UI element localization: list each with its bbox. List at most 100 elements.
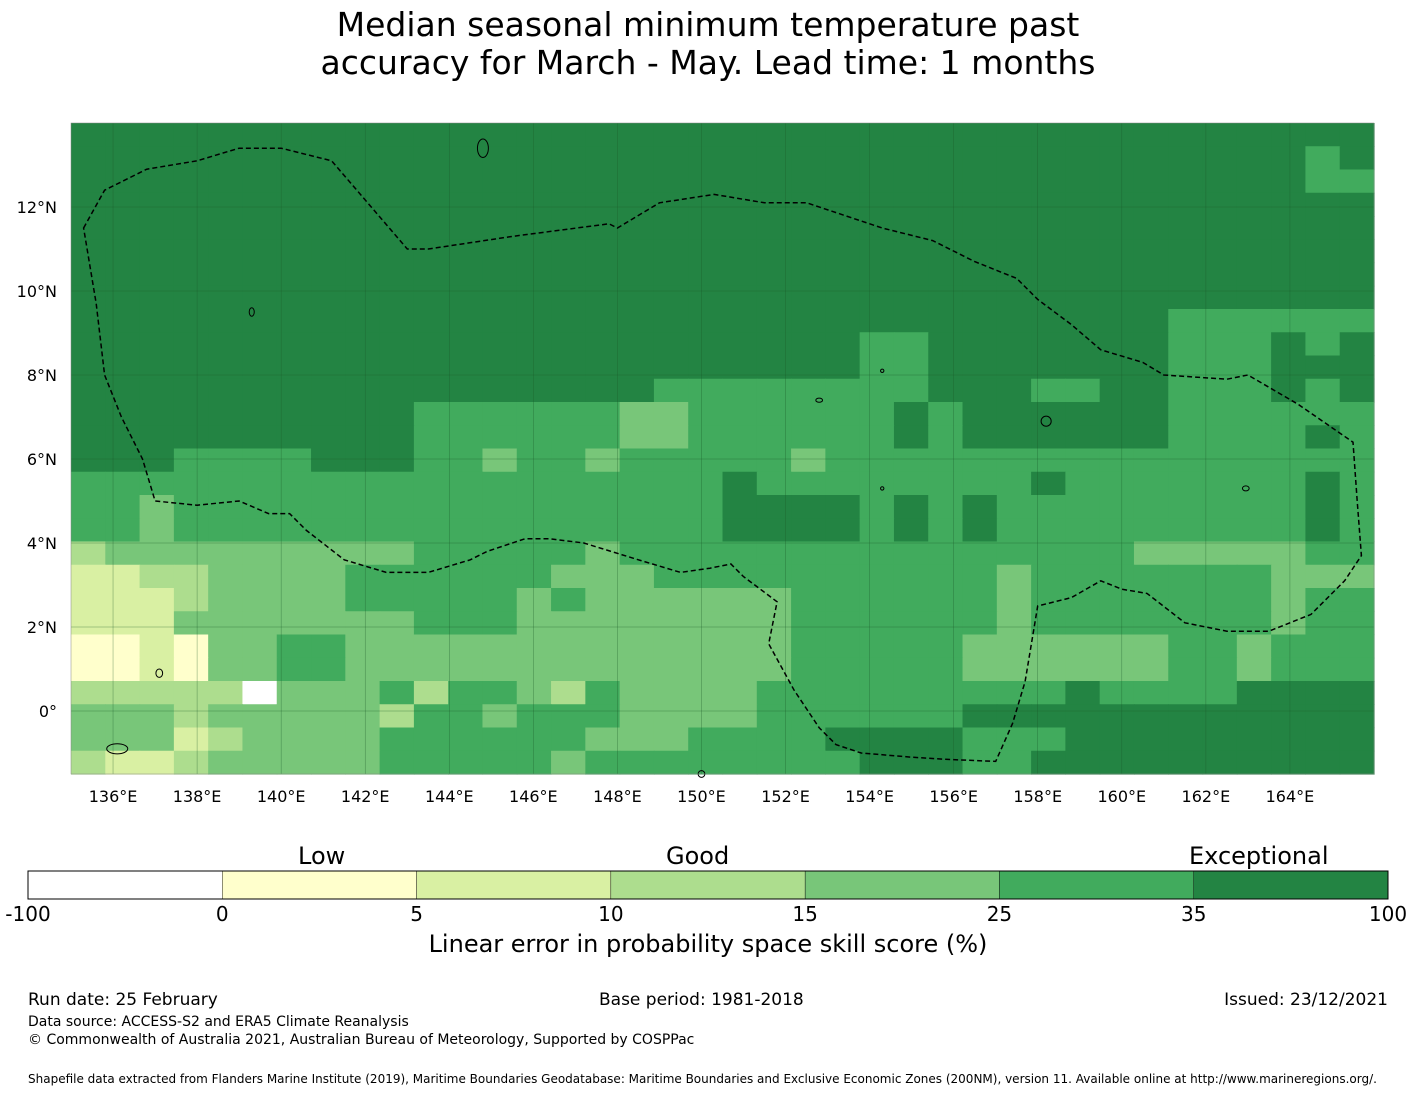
heat-cell [722,495,758,519]
heat-cell [962,425,998,450]
heat-cell [722,727,758,752]
heat-cell [585,541,621,566]
heat-cell [1202,216,1238,240]
heat-cell [1099,471,1135,496]
island-outlines [106,138,1250,778]
heat-cell [893,332,929,357]
heat-cell [1202,727,1238,752]
heat-cell [859,518,895,543]
heat-cell [516,146,552,171]
heat-cell [688,123,724,147]
heat-cell [345,495,381,519]
heat-cell [71,564,106,589]
heat-cell [1099,727,1135,752]
heat-cell [653,216,689,240]
heat-cell [448,495,484,519]
heat-cell [996,611,1032,636]
heat-cell [791,611,826,636]
heat-cell [962,239,998,264]
heat-cell [242,355,278,380]
heat-cell [1236,471,1272,496]
heat-cell [1202,378,1238,403]
heat-cell [448,541,484,566]
heat-cell [1339,355,1375,380]
category-exceptional: Exceptional [1189,842,1329,870]
heat-cell [242,285,278,310]
heat-cell [688,402,724,426]
heat-cell [1099,750,1135,775]
heat-cell [996,309,1032,333]
heat-cell [1168,425,1204,450]
heat-cell [859,355,895,380]
heat-cell [859,681,895,705]
heat-cell [585,169,621,194]
heat-cell [722,332,758,357]
heat-cell [1133,285,1169,310]
heat-cell [1305,657,1341,682]
heat-cell [688,634,724,659]
heat-cell [1099,123,1135,147]
heat-cell [825,495,861,519]
heat-cell [276,216,312,240]
heat-cell [1133,332,1169,357]
heat-cell [722,146,758,171]
heat-cell [722,471,758,496]
heat-cell [516,192,552,217]
heat-cell [208,588,244,612]
heat-cell [893,448,929,473]
heat-cell [791,285,826,310]
heat-cell [379,588,415,612]
category-good: Good [666,842,730,870]
heat-cell [379,216,415,240]
heat-cell [585,285,621,310]
heat-cell [276,378,312,403]
lon-tick-label: 158°E [1013,787,1062,806]
heat-cell [962,355,998,380]
heat-cell [413,123,449,147]
heat-cell [379,239,415,264]
heat-cell [139,285,175,310]
heat-cell [1133,146,1169,171]
heat-cell [482,495,518,519]
heat-cell [105,216,141,240]
heat-cell [311,727,346,752]
heat-cell [825,518,861,543]
heat-cell [551,564,586,589]
heat-cell [448,285,484,310]
heat-cell [756,727,792,752]
heat-cell [1339,216,1375,240]
heat-cell [1271,448,1307,473]
heat-cell [1065,285,1101,310]
heat-cell [105,657,141,682]
heat-cell [311,750,346,775]
heat-cell [448,704,484,729]
heat-cell [1202,262,1238,287]
heat-cell [619,425,655,450]
heat-cell [1202,123,1238,147]
heat-cell [825,169,861,194]
heat-cell [996,239,1032,264]
heat-cell [928,285,964,310]
heat-cell [516,285,552,310]
heat-cell [688,518,724,543]
heat-cell [448,588,484,612]
heat-cell [1202,402,1238,426]
heat-cell [311,681,346,705]
heat-cell [1133,541,1169,566]
heat-cell [1236,704,1272,729]
heat-cell [551,123,586,147]
heat-cell [311,355,346,380]
lon-tick-label: 160°E [1097,787,1146,806]
heat-cell [413,216,449,240]
colorbar-frame [27,870,1389,900]
heat-cell [1236,564,1272,589]
heat-cell [551,657,586,682]
heat-cell [482,239,518,264]
heat-cell [1133,518,1169,543]
heat-cell [1305,355,1341,380]
heat-cell [791,657,826,682]
heat-cell [413,541,449,566]
heat-cell [482,588,518,612]
heat-cell [105,611,141,636]
heat-cell [653,634,689,659]
